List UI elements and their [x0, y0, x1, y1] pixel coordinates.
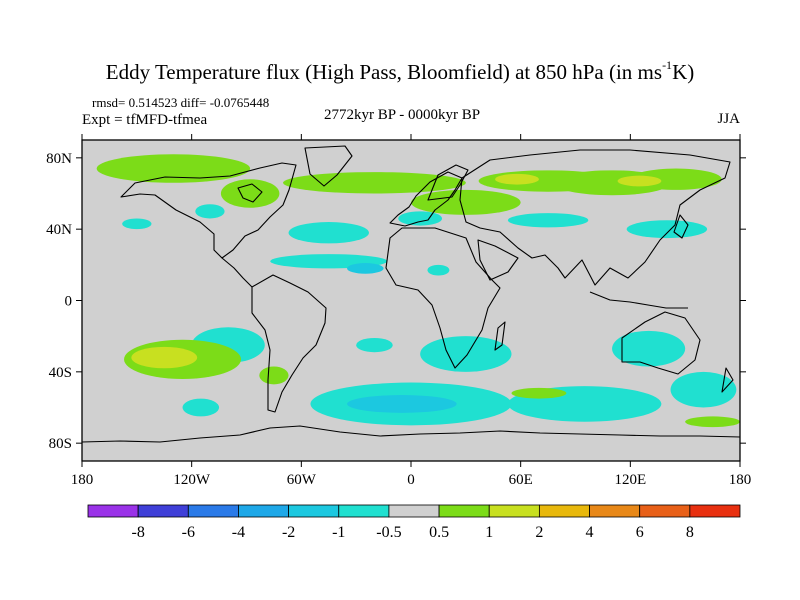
anomaly-region-20	[356, 337, 393, 353]
coast-new-zealand	[721, 367, 734, 393]
colorbar-label-4: -1	[332, 524, 345, 541]
experiment-label: Expt = tfMFD-tfmea	[82, 112, 208, 128]
colorbar-swatch-4	[288, 504, 340, 518]
x-tick-label-2: 60W	[287, 472, 317, 488]
coast-south-america	[251, 274, 327, 413]
x-tick-label-4: 60E	[509, 472, 533, 488]
colorbar-swatch-12	[689, 504, 741, 518]
colorbar-swatch-3	[238, 504, 290, 518]
anomaly-region-31	[259, 366, 289, 385]
anomaly-region-3	[411, 189, 521, 215]
anomaly-region-9	[195, 204, 225, 219]
axis-ticks	[76, 134, 746, 467]
coast-indonesia	[589, 291, 688, 309]
colorbar-swatch-9	[538, 504, 590, 518]
x-tick-label-6: 180	[729, 472, 752, 488]
anomaly-region-30	[131, 346, 198, 369]
x-tick-label-5: 120E	[614, 472, 646, 488]
colorbar-swatch-1	[137, 504, 189, 518]
anomaly-region-27	[612, 330, 686, 367]
coast-antarctica	[82, 425, 740, 443]
coast-greenland	[304, 145, 353, 187]
coastline-layer	[82, 145, 740, 443]
colorbar-swatch-8	[488, 504, 540, 518]
colorbar-label-11: 8	[686, 524, 694, 541]
colorbar: -8 -6 -4 -2 -1 -0.5 0.5 1 2 4 6 8	[87, 504, 741, 541]
coast-asia	[459, 149, 731, 286]
anomaly-region-11	[122, 218, 152, 230]
colorbar-swatch-10	[589, 504, 641, 518]
anomaly-region-17	[427, 264, 450, 276]
anomaly-region-23	[347, 395, 457, 413]
colorbar-swatch-5	[338, 504, 390, 518]
colorbar-label-1: -6	[182, 524, 195, 541]
colorbar-swatch-7	[438, 504, 490, 518]
colorbar-swatch-11	[639, 504, 691, 518]
colorbar-label-3: -2	[282, 524, 295, 541]
coast-australia	[621, 311, 701, 375]
y-tick-label-4: 80S	[49, 436, 72, 452]
anomaly-region-1	[220, 179, 280, 208]
coast-arabia	[477, 239, 519, 281]
anomaly-region-0	[96, 154, 251, 183]
anomaly-region-25	[670, 371, 737, 408]
x-tick-label-1: 120W	[173, 472, 211, 488]
colorbar-label-0: -8	[131, 524, 144, 541]
anomaly-region-12	[398, 211, 443, 226]
colorbar-label-7: 1	[485, 524, 493, 541]
anomaly-region-19	[182, 398, 220, 417]
axis-tick-labels: 180 120W 60W 0 60E 120E 180 80N 40N 0 40S 80S	[46, 151, 751, 488]
colorbar-label-9: 4	[586, 524, 594, 541]
colorbar-swatch-2	[187, 504, 239, 518]
coast-madagascar	[494, 321, 506, 351]
colorbar-label-6: 0.5	[429, 524, 449, 541]
anomaly-region-16	[347, 263, 384, 274]
y-tick-label-1: 40N	[46, 222, 72, 238]
anomaly-layer	[96, 154, 740, 428]
y-tick-label-3: 40S	[49, 365, 72, 381]
stats-label: rmsd= 0.514523 diff= -0.0765448	[92, 95, 270, 110]
colorbar-label-10: 6	[636, 524, 644, 541]
coast-scandinavia	[427, 164, 469, 201]
x-tick-label-0: 180	[71, 472, 94, 488]
y-tick-label-2: 0	[65, 294, 73, 310]
colorbar-swatch-0	[87, 504, 139, 518]
anomaly-region-8	[617, 175, 662, 187]
coast-japan	[673, 214, 689, 239]
season-label: JJA	[717, 111, 740, 127]
y-tick-label-0: 80N	[46, 151, 72, 167]
chart-title: Eddy Temperature flux (High Pass, Bloomf…	[105, 58, 695, 84]
coast-north-america	[120, 162, 297, 259]
anomaly-region-21	[420, 336, 512, 372]
coast-central-america	[221, 257, 253, 288]
coast-europe	[389, 171, 463, 227]
x-tick-label-3: 0	[407, 472, 415, 488]
colorbar-label-5: -0.5	[376, 524, 401, 541]
coast-africa	[385, 227, 501, 369]
anomaly-region-13	[507, 213, 589, 228]
anomaly-region-14	[626, 220, 708, 239]
anomaly-region-10	[288, 222, 369, 244]
colorbar-label-2: -4	[232, 524, 245, 541]
anomaly-region-2	[283, 172, 466, 194]
period-label: 2772kyr BP - 0000kyr BP	[324, 107, 481, 123]
anomaly-region-28	[511, 387, 567, 399]
anomaly-region-26	[685, 416, 740, 428]
anomaly-region-7	[495, 173, 539, 185]
coast-hudson-bay	[237, 183, 263, 203]
colorbar-swatch-6	[388, 504, 440, 518]
colorbar-label-8: 2	[535, 524, 543, 541]
